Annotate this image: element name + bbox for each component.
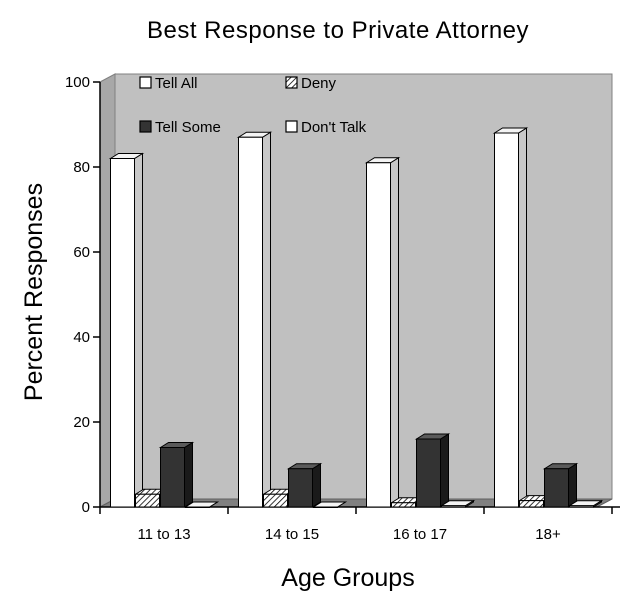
bar-front xyxy=(238,136,263,508)
legend-label: Tell Some xyxy=(155,119,221,136)
bar xyxy=(492,127,529,508)
bar-side xyxy=(440,433,449,508)
bar-side xyxy=(262,131,271,508)
bar-front xyxy=(263,493,288,508)
y-tick-label: 80 xyxy=(73,159,90,176)
bar-front xyxy=(569,505,594,508)
bar-side xyxy=(134,152,143,508)
x-tick-label: 16 to 17 xyxy=(393,526,447,543)
legend-item: Don't Talk xyxy=(285,119,367,136)
bar-side xyxy=(518,127,527,508)
y-tick-label: 0 xyxy=(82,499,90,516)
bar-front xyxy=(110,158,135,508)
bar xyxy=(236,131,273,508)
y-tick-label: 20 xyxy=(73,414,90,431)
bar xyxy=(567,499,604,508)
bar-side xyxy=(184,441,193,508)
y-tick-label: 100 xyxy=(65,74,90,91)
plot-area: 0 20 40 60 80 100 11 to 13 14 to 15 16 to 17 18+ xyxy=(65,73,620,543)
legend-item: Deny xyxy=(285,75,337,92)
legend-swatch xyxy=(285,76,298,89)
bar-front xyxy=(494,132,519,508)
bar-front xyxy=(416,438,441,508)
bar-front xyxy=(519,500,544,508)
bar xyxy=(108,152,145,508)
bar-side xyxy=(568,462,577,508)
bar xyxy=(364,156,401,508)
legend-item: Tell All xyxy=(139,75,198,92)
bar xyxy=(158,441,195,508)
bar xyxy=(439,499,476,508)
bar-front xyxy=(391,502,416,508)
x-tick-label: 11 to 13 xyxy=(137,526,190,543)
x-tick-label: 18+ xyxy=(535,526,561,543)
bar-front xyxy=(288,468,313,508)
y-axis-label: Percent Responses xyxy=(20,183,48,401)
legend-swatch xyxy=(139,120,152,133)
legend-swatch xyxy=(285,120,298,133)
legend: Tell All Deny Tell Some Don't Talk xyxy=(139,75,367,136)
bar-front xyxy=(313,506,338,508)
legend-item: Tell Some xyxy=(139,119,221,136)
bar-side xyxy=(312,462,321,508)
back-wall xyxy=(114,73,613,500)
bar xyxy=(183,501,220,508)
bar xyxy=(311,501,348,508)
bar xyxy=(542,462,579,508)
chart-title: Best Response to Private Attorney xyxy=(147,17,529,44)
legend-swatch xyxy=(139,76,152,89)
bar-front xyxy=(160,447,185,508)
bar xyxy=(414,433,451,508)
bar-front xyxy=(441,505,466,508)
x-tick-label: 14 to 15 xyxy=(265,526,319,543)
y-tick-label: 60 xyxy=(73,244,90,261)
legend-label: Deny xyxy=(301,75,337,92)
bar-front xyxy=(544,468,569,508)
y-tick-label: 40 xyxy=(73,329,90,346)
legend-label: Don't Talk xyxy=(301,119,367,136)
bar xyxy=(286,462,323,508)
bar-front xyxy=(366,162,391,508)
legend-label: Tell All xyxy=(155,75,198,92)
bar-front xyxy=(135,493,160,508)
bar-side xyxy=(390,156,399,508)
bar-front xyxy=(185,506,210,508)
x-axis-label: Age Groups xyxy=(281,564,414,592)
